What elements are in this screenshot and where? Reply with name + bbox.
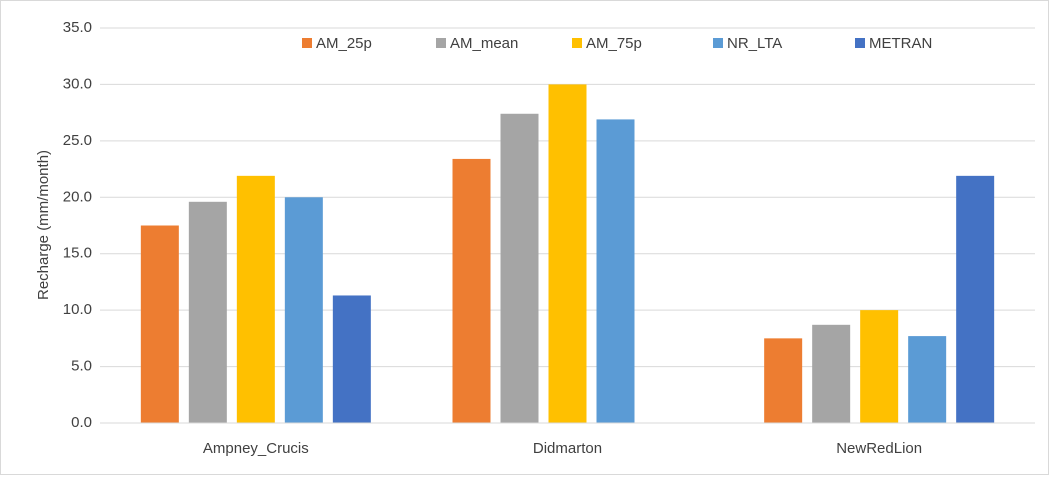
legend-label: AM_25p <box>316 35 372 52</box>
legend-swatch <box>855 38 865 48</box>
bar <box>764 338 803 423</box>
bar <box>188 201 227 423</box>
bar <box>908 336 947 423</box>
bar <box>812 324 851 423</box>
bar <box>548 84 587 423</box>
y-tick-label: 10.0 <box>63 301 92 318</box>
y-tick-label: 5.0 <box>71 358 92 375</box>
y-tick-label: 20.0 <box>63 188 92 205</box>
bar <box>500 113 539 424</box>
bar <box>596 119 635 424</box>
legend-swatch <box>436 38 446 48</box>
bar <box>860 310 899 423</box>
bar <box>140 225 179 423</box>
y-tick-label: 25.0 <box>63 132 92 149</box>
legend-label: AM_mean <box>450 35 518 52</box>
x-tick-label: NewRedLion <box>836 440 922 457</box>
x-tick-label: Ampney_Crucis <box>203 440 309 457</box>
y-tick-label: 15.0 <box>63 245 92 262</box>
y-tick-label: 30.0 <box>63 75 92 92</box>
bar <box>236 175 275 423</box>
legend-swatch <box>713 38 723 48</box>
legend-label: NR_LTA <box>727 35 782 52</box>
bar <box>284 197 323 423</box>
y-axis-label: Recharge (mm/month) <box>35 150 52 300</box>
legend-label: AM_75p <box>586 35 642 52</box>
x-tick-label: Didmarton <box>533 440 602 457</box>
legend-label: METRAN <box>869 35 932 52</box>
bar <box>452 158 491 423</box>
legend-swatch <box>302 38 312 48</box>
y-tick-label: 35.0 <box>63 19 92 36</box>
bar <box>332 295 371 423</box>
bar <box>956 175 995 423</box>
legend-swatch <box>572 38 582 48</box>
y-tick-label: 0.0 <box>71 414 92 431</box>
